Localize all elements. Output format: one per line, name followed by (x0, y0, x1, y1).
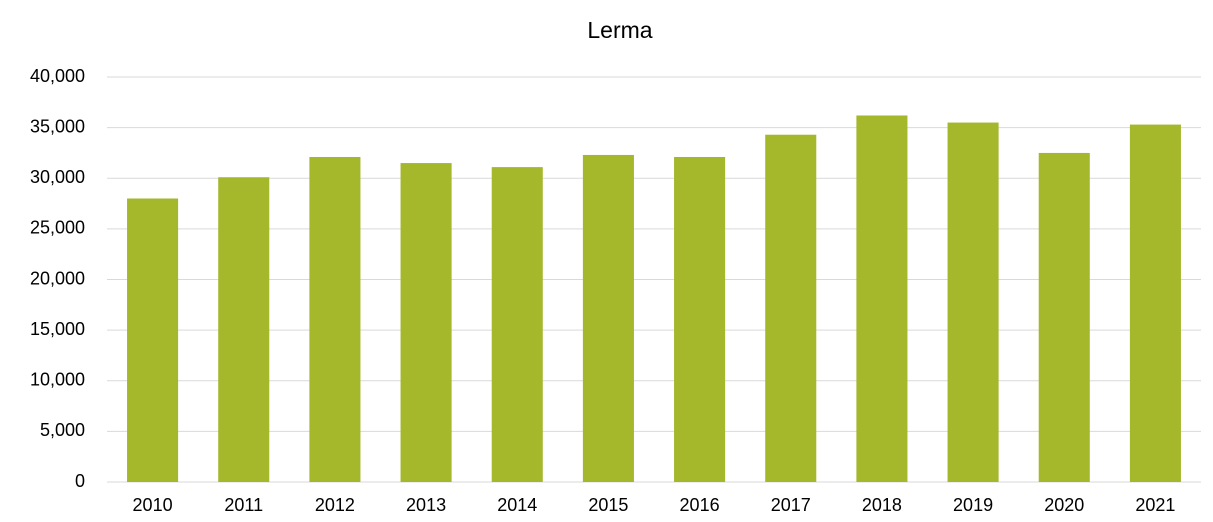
x-tick-label: 2015 (588, 495, 628, 515)
x-tick-label: 2011 (224, 495, 263, 515)
x-tick-label: 2019 (953, 495, 993, 515)
x-tick-label: 2020 (1044, 495, 1084, 515)
x-tick-label: 2012 (315, 495, 355, 515)
x-tick-label: 2018 (862, 495, 902, 515)
x-tick-label: 2014 (497, 495, 537, 515)
bar (947, 122, 999, 482)
bar (765, 134, 817, 482)
bar (1038, 152, 1090, 482)
y-tick-label: 5,000 (40, 420, 85, 440)
x-tick-label: 2017 (771, 495, 811, 515)
y-tick-label: 35,000 (30, 116, 85, 136)
x-tick-label: 2013 (406, 495, 446, 515)
y-tick-label: 25,000 (30, 218, 85, 238)
bar (218, 177, 270, 483)
y-tick-label: 0 (75, 471, 85, 491)
bar (491, 167, 543, 483)
bar (1129, 124, 1181, 483)
y-tick-label: 20,000 (30, 268, 85, 288)
x-tick-label: 2016 (680, 495, 720, 515)
bar (400, 163, 452, 482)
y-tick-label: 30,000 (30, 167, 85, 187)
bar (127, 198, 179, 482)
x-tick-label: 2010 (133, 495, 173, 515)
y-tick-label: 10,000 (30, 370, 85, 390)
bar (674, 156, 726, 483)
bar (309, 156, 361, 483)
chart-title: Lerma (587, 17, 652, 43)
bar (582, 154, 634, 482)
bar (856, 115, 908, 482)
y-tick-label: 40,000 (30, 66, 85, 86)
x-tick-label: 2021 (1135, 495, 1175, 515)
y-tick-label: 15,000 (30, 319, 85, 339)
